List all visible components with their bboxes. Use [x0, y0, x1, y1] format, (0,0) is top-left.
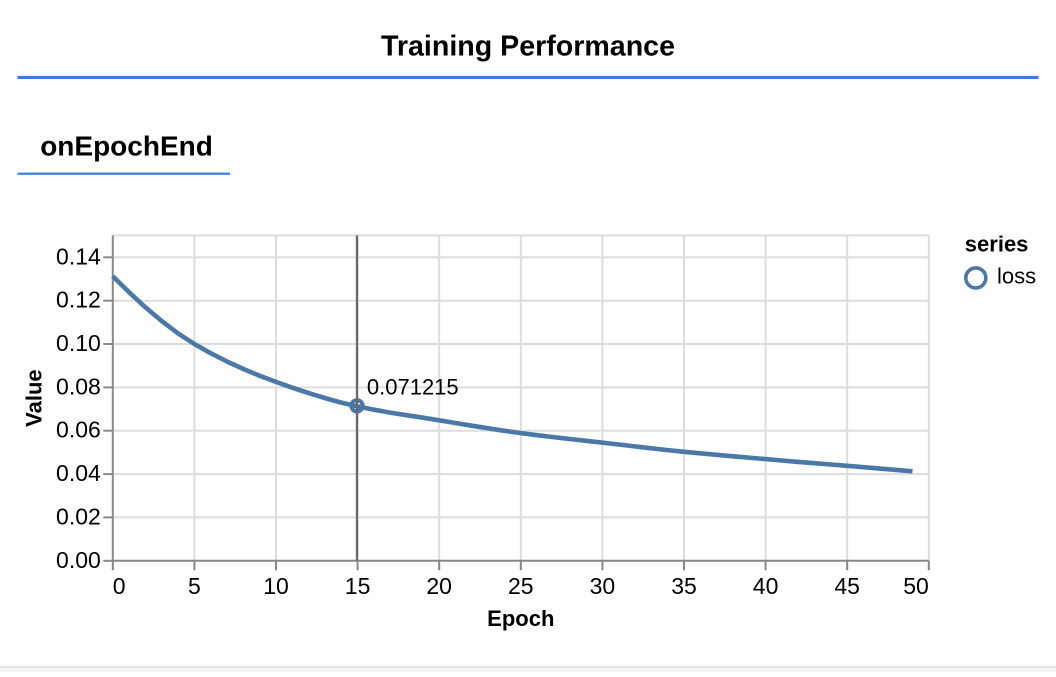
svg-text:0.04: 0.04	[56, 460, 101, 486]
svg-text:5: 5	[188, 573, 201, 599]
svg-text:0.12: 0.12	[56, 287, 101, 313]
svg-text:15: 15	[345, 573, 371, 599]
svg-text:45: 45	[834, 573, 860, 599]
svg-text:25: 25	[508, 573, 534, 599]
svg-text:10: 10	[263, 573, 289, 599]
svg-text:series: series	[965, 232, 1029, 257]
svg-text:35: 35	[671, 573, 697, 599]
svg-text:0: 0	[113, 573, 126, 599]
svg-text:0.071215: 0.071215	[367, 375, 459, 400]
svg-text:onEpochEnd: onEpochEnd	[40, 130, 213, 161]
svg-text:loss: loss	[997, 264, 1036, 289]
svg-text:40: 40	[753, 573, 779, 599]
svg-text:Epoch: Epoch	[487, 606, 554, 631]
svg-text:50: 50	[903, 573, 929, 599]
svg-text:0.14: 0.14	[56, 243, 101, 269]
svg-text:Training Performance: Training Performance	[381, 30, 675, 62]
svg-text:0.10: 0.10	[56, 330, 101, 356]
svg-text:0.02: 0.02	[56, 503, 101, 529]
svg-text:0.00: 0.00	[56, 547, 101, 573]
svg-text:0.08: 0.08	[56, 373, 101, 399]
svg-text:20: 20	[426, 573, 452, 599]
svg-text:30: 30	[590, 573, 616, 599]
svg-text:0.06: 0.06	[56, 417, 101, 443]
svg-text:Value: Value	[22, 369, 47, 426]
